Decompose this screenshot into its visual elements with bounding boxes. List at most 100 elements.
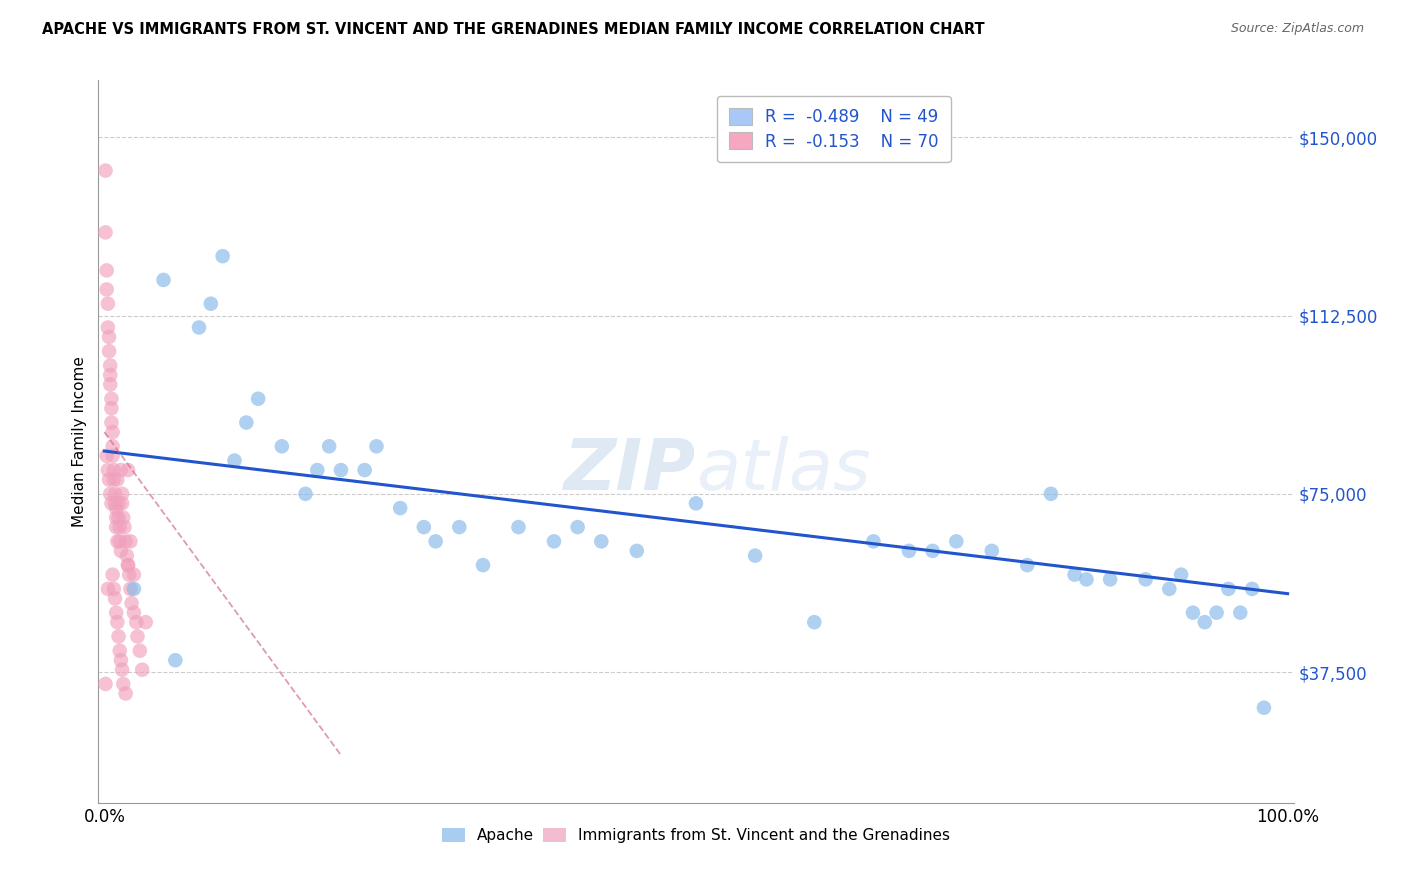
- Point: [105, 520, 128, 534]
- Point: [1241, 582, 1264, 596]
- Point: [107, 510, 129, 524]
- Point: [1181, 606, 1204, 620]
- Point: [1170, 567, 1192, 582]
- Point: [127, 629, 149, 643]
- Point: [449, 520, 471, 534]
- Point: [97, 296, 120, 310]
- Point: [105, 510, 128, 524]
- Point: [107, 629, 129, 643]
- Point: [105, 534, 128, 549]
- Point: [94, 226, 117, 240]
- Point: [121, 596, 143, 610]
- Point: [744, 549, 766, 563]
- Point: [152, 273, 174, 287]
- Point: [567, 520, 589, 534]
- Point: [294, 487, 316, 501]
- Point: [425, 534, 447, 549]
- Point: [543, 534, 565, 549]
- Point: [353, 463, 375, 477]
- Point: [200, 296, 222, 310]
- Legend: Apache, Immigrants from St. Vincent and the Grenadines: Apache, Immigrants from St. Vincent and …: [436, 822, 956, 849]
- Point: [389, 501, 412, 516]
- Text: Source: ZipAtlas.com: Source: ZipAtlas.com: [1230, 22, 1364, 36]
- Point: [1194, 615, 1216, 630]
- Point: [98, 377, 121, 392]
- Point: [100, 416, 122, 430]
- Point: [97, 582, 120, 596]
- Point: [211, 249, 233, 263]
- Point: [105, 473, 128, 487]
- Point: [98, 473, 121, 487]
- Point: [131, 663, 153, 677]
- Y-axis label: Median Family Income: Median Family Income: [72, 356, 87, 527]
- Point: [114, 520, 136, 534]
- Point: [366, 439, 388, 453]
- Point: [98, 487, 121, 501]
- Point: [108, 643, 131, 657]
- Point: [101, 449, 124, 463]
- Point: [472, 558, 495, 573]
- Point: [330, 463, 353, 477]
- Point: [112, 510, 135, 524]
- Point: [1159, 582, 1181, 596]
- Point: [128, 643, 150, 657]
- Point: [101, 567, 124, 582]
- Point: [117, 558, 139, 573]
- Point: [945, 534, 967, 549]
- Point: [1205, 606, 1227, 620]
- Point: [110, 544, 132, 558]
- Point: [98, 330, 121, 344]
- Point: [1099, 573, 1122, 587]
- Point: [921, 544, 943, 558]
- Text: APACHE VS IMMIGRANTS FROM ST. VINCENT AND THE GRENADINES MEDIAN FAMILY INCOME CO: APACHE VS IMMIGRANTS FROM ST. VINCENT AN…: [42, 22, 984, 37]
- Point: [96, 263, 118, 277]
- Point: [114, 534, 136, 549]
- Point: [626, 544, 648, 558]
- Point: [1039, 487, 1062, 501]
- Point: [235, 416, 257, 430]
- Point: [1076, 573, 1098, 587]
- Point: [108, 534, 131, 549]
- Point: [103, 463, 125, 477]
- Point: [98, 359, 121, 373]
- Point: [1253, 700, 1275, 714]
- Point: [97, 320, 120, 334]
- Point: [110, 463, 132, 477]
- Point: [897, 544, 920, 558]
- Point: [117, 558, 139, 573]
- Point: [97, 463, 120, 477]
- Point: [94, 677, 117, 691]
- Point: [105, 606, 128, 620]
- Point: [224, 453, 246, 467]
- Point: [165, 653, 187, 667]
- Point: [135, 615, 157, 630]
- Point: [114, 686, 136, 700]
- Point: [111, 487, 134, 501]
- Point: [412, 520, 434, 534]
- Point: [270, 439, 292, 453]
- Point: [980, 544, 1002, 558]
- Point: [685, 496, 707, 510]
- Point: [100, 401, 122, 416]
- Point: [104, 496, 127, 510]
- Point: [117, 463, 139, 477]
- Point: [103, 582, 125, 596]
- Text: atlas: atlas: [696, 436, 870, 505]
- Point: [508, 520, 530, 534]
- Point: [101, 425, 124, 439]
- Point: [98, 344, 121, 359]
- Point: [318, 439, 340, 453]
- Point: [1063, 567, 1085, 582]
- Point: [100, 496, 122, 510]
- Point: [122, 567, 145, 582]
- Point: [111, 496, 134, 510]
- Point: [122, 582, 145, 596]
- Point: [120, 582, 142, 596]
- Point: [122, 606, 145, 620]
- Point: [105, 615, 128, 630]
- Point: [108, 520, 131, 534]
- Point: [98, 368, 121, 382]
- Point: [107, 496, 129, 510]
- Point: [105, 501, 128, 516]
- Point: [101, 439, 124, 453]
